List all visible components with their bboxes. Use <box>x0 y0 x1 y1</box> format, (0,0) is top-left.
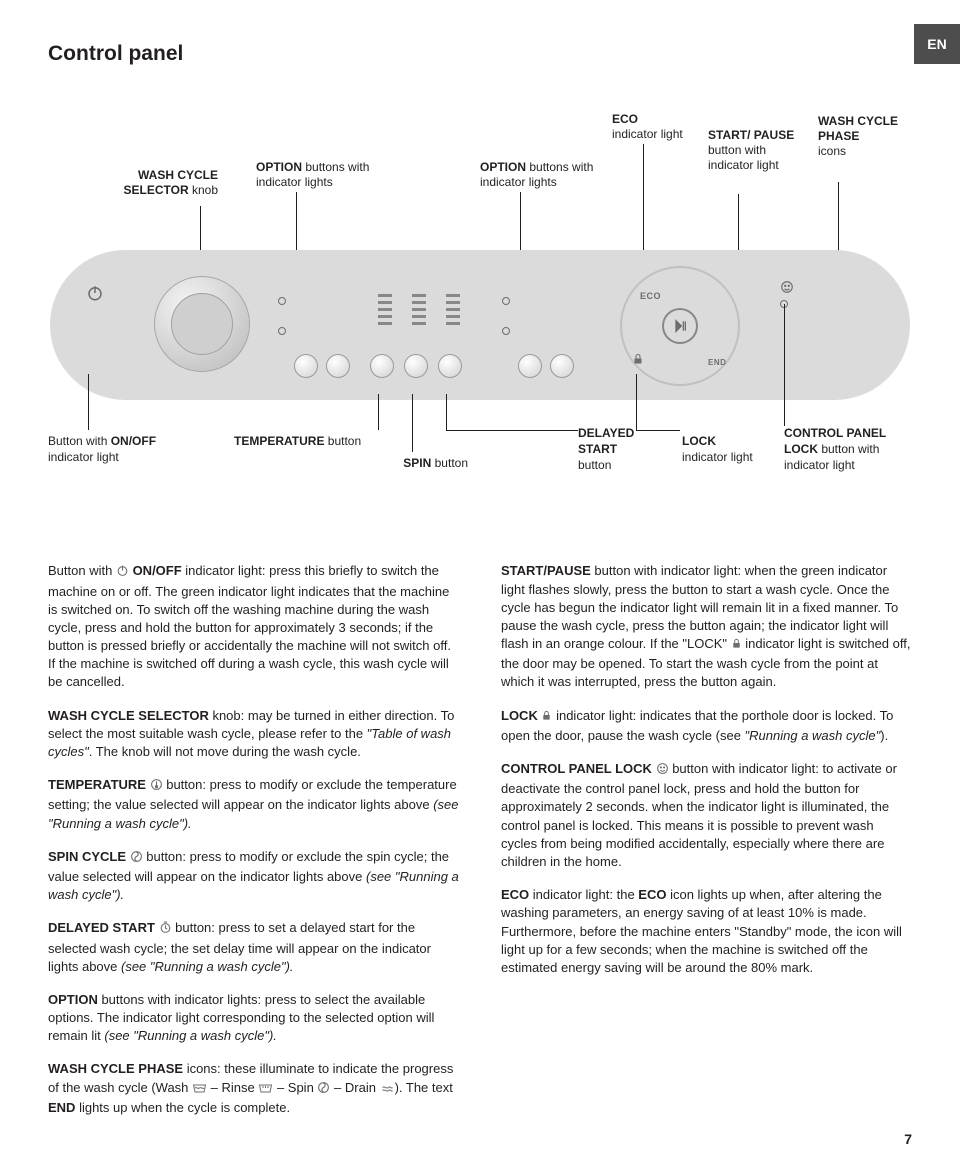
option-indicator-dot <box>278 327 286 335</box>
body-paragraph: OPTION buttons with indicator lights: pr… <box>48 991 459 1046</box>
body-paragraph: Button with ON/OFF indicator light: pres… <box>48 562 459 691</box>
label-phase: WASH CYCLE PHASE icons <box>818 114 898 159</box>
spin-icon <box>317 1081 330 1099</box>
body-columns: Button with ON/OFF indicator light: pres… <box>48 562 912 1132</box>
drain-icon <box>380 1081 395 1099</box>
delay-icon <box>159 921 172 939</box>
body-paragraph: SPIN CYCLE button: press to modify or ex… <box>48 848 459 905</box>
selector-knob <box>154 276 250 372</box>
label-eco: ECO indicator light <box>612 112 702 142</box>
page-title: Control panel <box>48 40 912 68</box>
option-indicator-dot <box>502 297 510 305</box>
end-label: END <box>708 358 726 369</box>
temp-icon <box>150 778 163 796</box>
option-button <box>294 354 318 378</box>
label-selector: WASH CYCLE SELECTOR knob <box>98 168 218 198</box>
option-indicator-dot <box>278 297 286 305</box>
body-paragraph: WASH CYCLE PHASE icons: these illuminate… <box>48 1060 459 1117</box>
page-number: 7 <box>904 1130 912 1149</box>
option-button <box>518 354 542 378</box>
delayed-start-button <box>438 354 462 378</box>
body-paragraph: ECO indicator light: the ECO icon lights… <box>501 886 912 977</box>
label-option2: OPTION buttons with indicator lights <box>480 160 600 190</box>
lock-icon <box>731 637 742 655</box>
lock-icon <box>632 352 644 366</box>
option-button <box>326 354 350 378</box>
indicator-bars <box>412 294 426 325</box>
option-indicator-dot <box>502 327 510 335</box>
label-delayed: DELAYED START button <box>578 426 668 473</box>
indicator-bars <box>446 294 460 325</box>
label-onoff: Button with ON/OFF indicator light <box>48 434 188 465</box>
label-temp: TEMPERATURE button <box>234 434 404 450</box>
label-option1: OPTION buttons with indicator lights <box>256 160 376 190</box>
lower-labels: Button with ON/OFF indicator light TEMPE… <box>48 414 912 514</box>
option-button <box>550 354 574 378</box>
body-paragraph: START/PAUSE button with indicator light:… <box>501 562 912 691</box>
lock-icon <box>541 709 552 727</box>
temperature-button <box>370 354 394 378</box>
body-col-left: Button with ON/OFF indicator light: pres… <box>48 562 459 1132</box>
childlock-icon <box>780 280 794 294</box>
rinse-icon <box>258 1081 273 1099</box>
language-tag: EN <box>914 24 960 64</box>
label-startpause: START/ PAUSE button with indicator light <box>708 128 796 173</box>
body-paragraph: WASH CYCLE SELECTOR knob: may be turned … <box>48 707 459 762</box>
spin-button <box>404 354 428 378</box>
body-paragraph: LOCK indicator light: indicates that the… <box>501 707 912 745</box>
label-lock: LOCK indicator light <box>682 434 772 465</box>
body-paragraph: DELAYED START button: press to set a del… <box>48 919 459 976</box>
spin-icon <box>130 850 143 868</box>
upper-labels: WASH CYCLE SELECTOR knob OPTION buttons … <box>48 90 912 250</box>
power-icon <box>86 284 104 302</box>
wash-icon <box>192 1081 207 1099</box>
body-col-right: START/PAUSE button with indicator light:… <box>501 562 912 1132</box>
indicator-bars <box>378 294 392 325</box>
control-panel-illustration: ECO END <box>50 250 910 400</box>
childlock-icon <box>656 762 669 780</box>
power-icon <box>116 564 129 582</box>
label-spin: SPIN button <box>358 456 468 472</box>
body-paragraph: TEMPERATURE button: press to modify or e… <box>48 776 459 833</box>
label-cplock: CONTROL PANEL LOCK button with indicator… <box>784 426 914 473</box>
body-paragraph: CONTROL PANEL LOCK button with indicator… <box>501 760 912 871</box>
